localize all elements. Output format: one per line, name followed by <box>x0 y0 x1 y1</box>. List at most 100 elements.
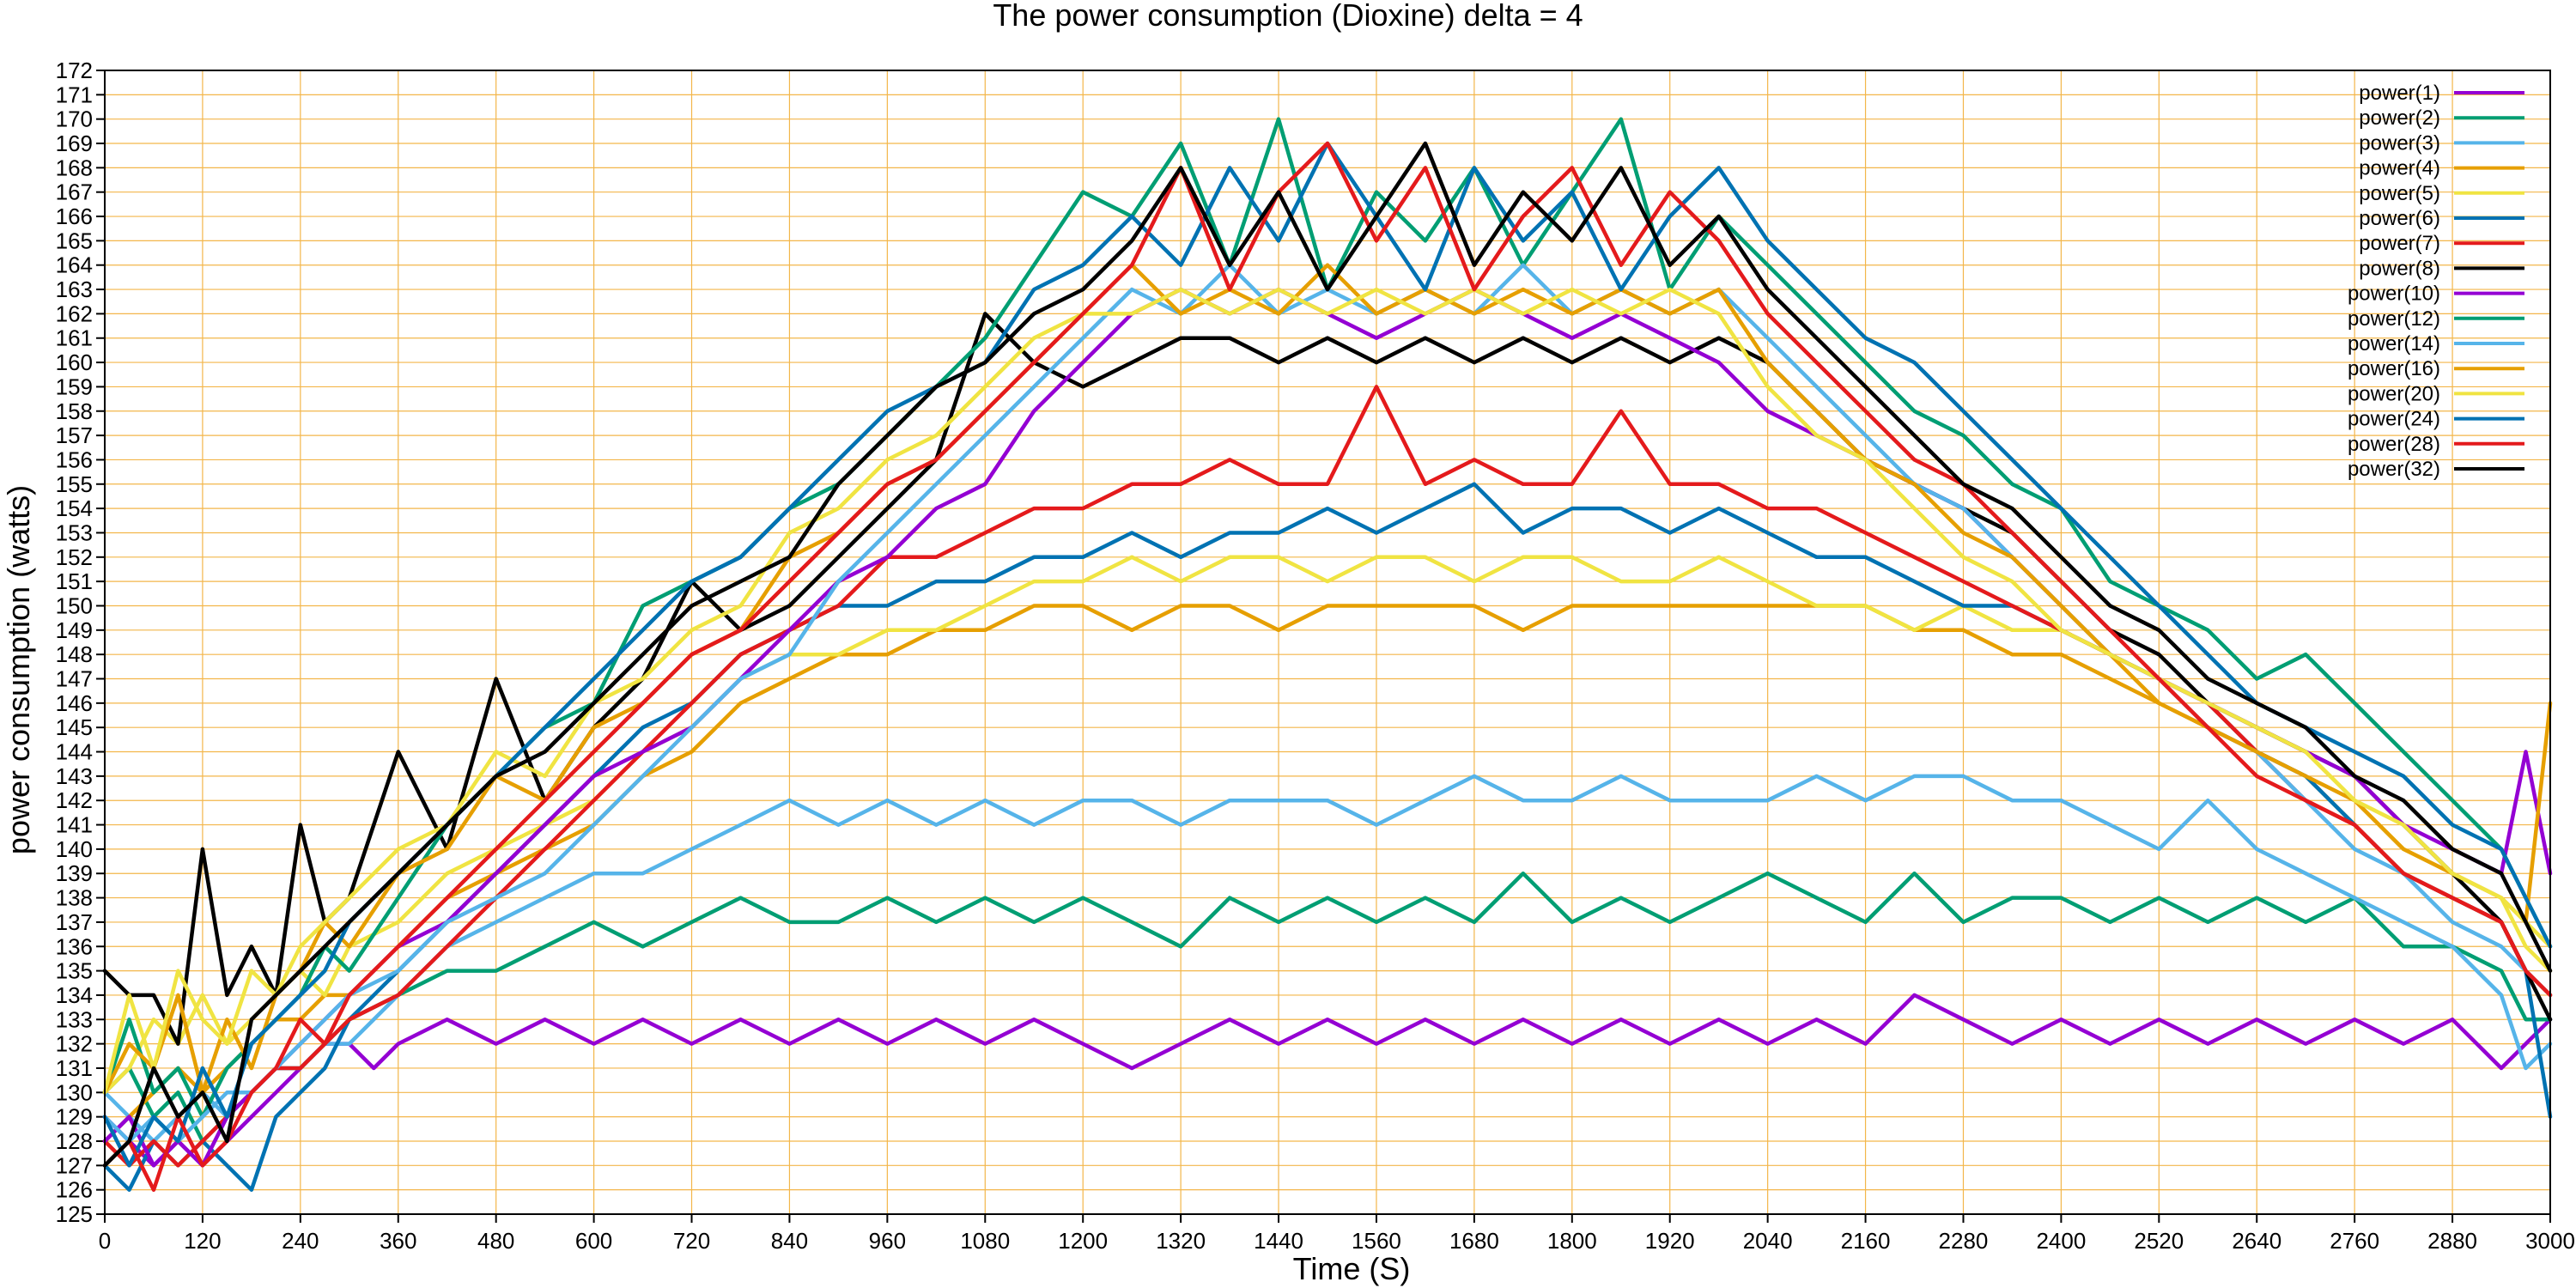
x-tick-label: 360 <box>380 1228 416 1254</box>
legend-label: power(3) <box>2359 131 2440 155</box>
x-tick-label: 2640 <box>2232 1228 2281 1254</box>
series-lines <box>102 117 2553 1192</box>
series-line-power20 <box>102 287 2553 1095</box>
y-tick-label: 163 <box>56 276 93 302</box>
legend-label: power(2) <box>2359 106 2440 130</box>
y-tick-label: 125 <box>56 1201 93 1227</box>
x-tick-label: 1920 <box>1645 1228 1695 1254</box>
y-tick-label: 158 <box>56 398 93 424</box>
y-tick-label: 127 <box>56 1152 93 1178</box>
y-tick-label: 169 <box>56 131 93 156</box>
x-tick-label: 2400 <box>2036 1228 2086 1254</box>
legend-label: power(1) <box>2359 82 2440 105</box>
x-tick-label: 480 <box>477 1228 514 1254</box>
legend-label: power(16) <box>2348 357 2440 380</box>
y-axis-ticks: 1251261271281291301311321331341351361371… <box>56 58 105 1227</box>
legend-label: power(12) <box>2348 307 2440 331</box>
x-tick-label: 720 <box>673 1228 710 1254</box>
y-tick-label: 135 <box>56 958 93 984</box>
legend-label: power(28) <box>2348 433 2440 456</box>
y-tick-label: 126 <box>56 1177 93 1203</box>
y-tick-label: 150 <box>56 592 93 618</box>
y-tick-label: 136 <box>56 933 93 959</box>
y-tick-label: 132 <box>56 1031 93 1057</box>
series-line-power3 <box>102 774 2553 1144</box>
x-tick-label: 1560 <box>1352 1228 1401 1254</box>
legend-label: power(8) <box>2359 257 2440 280</box>
y-tick-label: 167 <box>56 179 93 205</box>
y-tick-label: 143 <box>56 763 93 789</box>
y-axis-label: power consumption (watts) <box>1 485 36 854</box>
x-tick-label: 2880 <box>2427 1228 2477 1254</box>
y-tick-label: 133 <box>56 1006 93 1032</box>
plot-frame <box>104 70 2551 1215</box>
y-tick-label: 164 <box>56 252 93 278</box>
y-tick-label: 161 <box>56 325 93 351</box>
y-tick-label: 153 <box>56 519 93 545</box>
y-tick-label: 131 <box>56 1055 93 1081</box>
y-tick-label: 137 <box>56 909 93 935</box>
y-tick-label: 141 <box>56 812 93 838</box>
y-tick-label: 130 <box>56 1079 93 1105</box>
legend-label: power(6) <box>2359 207 2440 230</box>
y-tick-label: 129 <box>56 1104 93 1130</box>
x-tick-label: 3000 <box>2525 1228 2575 1254</box>
x-axis-ticks: 0 120 240 360 480 600 720 840 960 1080 1200 1320 144… <box>99 1214 2575 1254</box>
y-tick-label: 128 <box>56 1128 93 1154</box>
legend-label: power(5) <box>2359 182 2440 205</box>
x-tick-label: 0 <box>99 1228 111 1254</box>
legend-label: power(4) <box>2359 157 2440 180</box>
x-tick-label: 1200 <box>1058 1228 1108 1254</box>
x-tick-label: 600 <box>575 1228 612 1254</box>
x-tick-label: 960 <box>869 1228 906 1254</box>
x-tick-label: 120 <box>184 1228 221 1254</box>
y-tick-label: 139 <box>56 860 93 886</box>
y-tick-label: 166 <box>56 204 93 229</box>
legend-label: power(7) <box>2359 232 2440 255</box>
y-tick-label: 148 <box>56 641 93 667</box>
grid-lines <box>104 70 2551 1215</box>
y-tick-label: 138 <box>56 885 93 911</box>
y-tick-label: 172 <box>56 58 93 83</box>
y-tick-label: 159 <box>56 374 93 399</box>
y-tick-label: 146 <box>56 690 93 716</box>
y-tick-label: 152 <box>56 544 93 570</box>
x-tick-label: 840 <box>771 1228 808 1254</box>
y-tick-label: 140 <box>56 836 93 862</box>
x-axis-label: Time (S) <box>1293 1251 1411 1286</box>
x-tick-label: 2520 <box>2134 1228 2184 1254</box>
series-line-power32 <box>102 141 2553 1168</box>
y-tick-label: 142 <box>56 787 93 813</box>
x-tick-label: 1080 <box>960 1228 1010 1254</box>
x-tick-label: 1800 <box>1547 1228 1597 1254</box>
y-tick-label: 155 <box>56 471 93 497</box>
series-line-power24 <box>102 141 2553 1168</box>
y-tick-label: 157 <box>56 422 93 448</box>
y-tick-label: 144 <box>56 739 93 765</box>
series-line-power4 <box>102 604 2553 1144</box>
y-tick-label: 156 <box>56 447 93 472</box>
y-tick-label: 171 <box>56 82 93 107</box>
legend-label: power(32) <box>2348 458 2440 481</box>
x-tick-label: 2280 <box>1939 1228 1989 1254</box>
y-tick-label: 160 <box>56 349 93 375</box>
legend-label: power(20) <box>2348 382 2440 405</box>
y-tick-label: 145 <box>56 714 93 740</box>
x-tick-label: 2760 <box>2330 1228 2379 1254</box>
series-line-power28 <box>102 141 2553 1192</box>
legend-label: power(14) <box>2348 332 2440 355</box>
x-tick-label: 1680 <box>1449 1228 1499 1254</box>
x-tick-label: 2040 <box>1743 1228 1793 1254</box>
x-tick-label: 240 <box>282 1228 319 1254</box>
y-tick-label: 149 <box>56 617 93 643</box>
x-tick-label: 1440 <box>1254 1228 1303 1254</box>
y-tick-label: 165 <box>56 228 93 253</box>
y-tick-label: 170 <box>56 106 93 132</box>
y-tick-label: 168 <box>56 155 93 180</box>
y-tick-label: 162 <box>56 301 93 326</box>
y-tick-label: 147 <box>56 666 93 692</box>
y-tick-label: 151 <box>56 568 93 594</box>
y-tick-label: 134 <box>56 982 93 1008</box>
